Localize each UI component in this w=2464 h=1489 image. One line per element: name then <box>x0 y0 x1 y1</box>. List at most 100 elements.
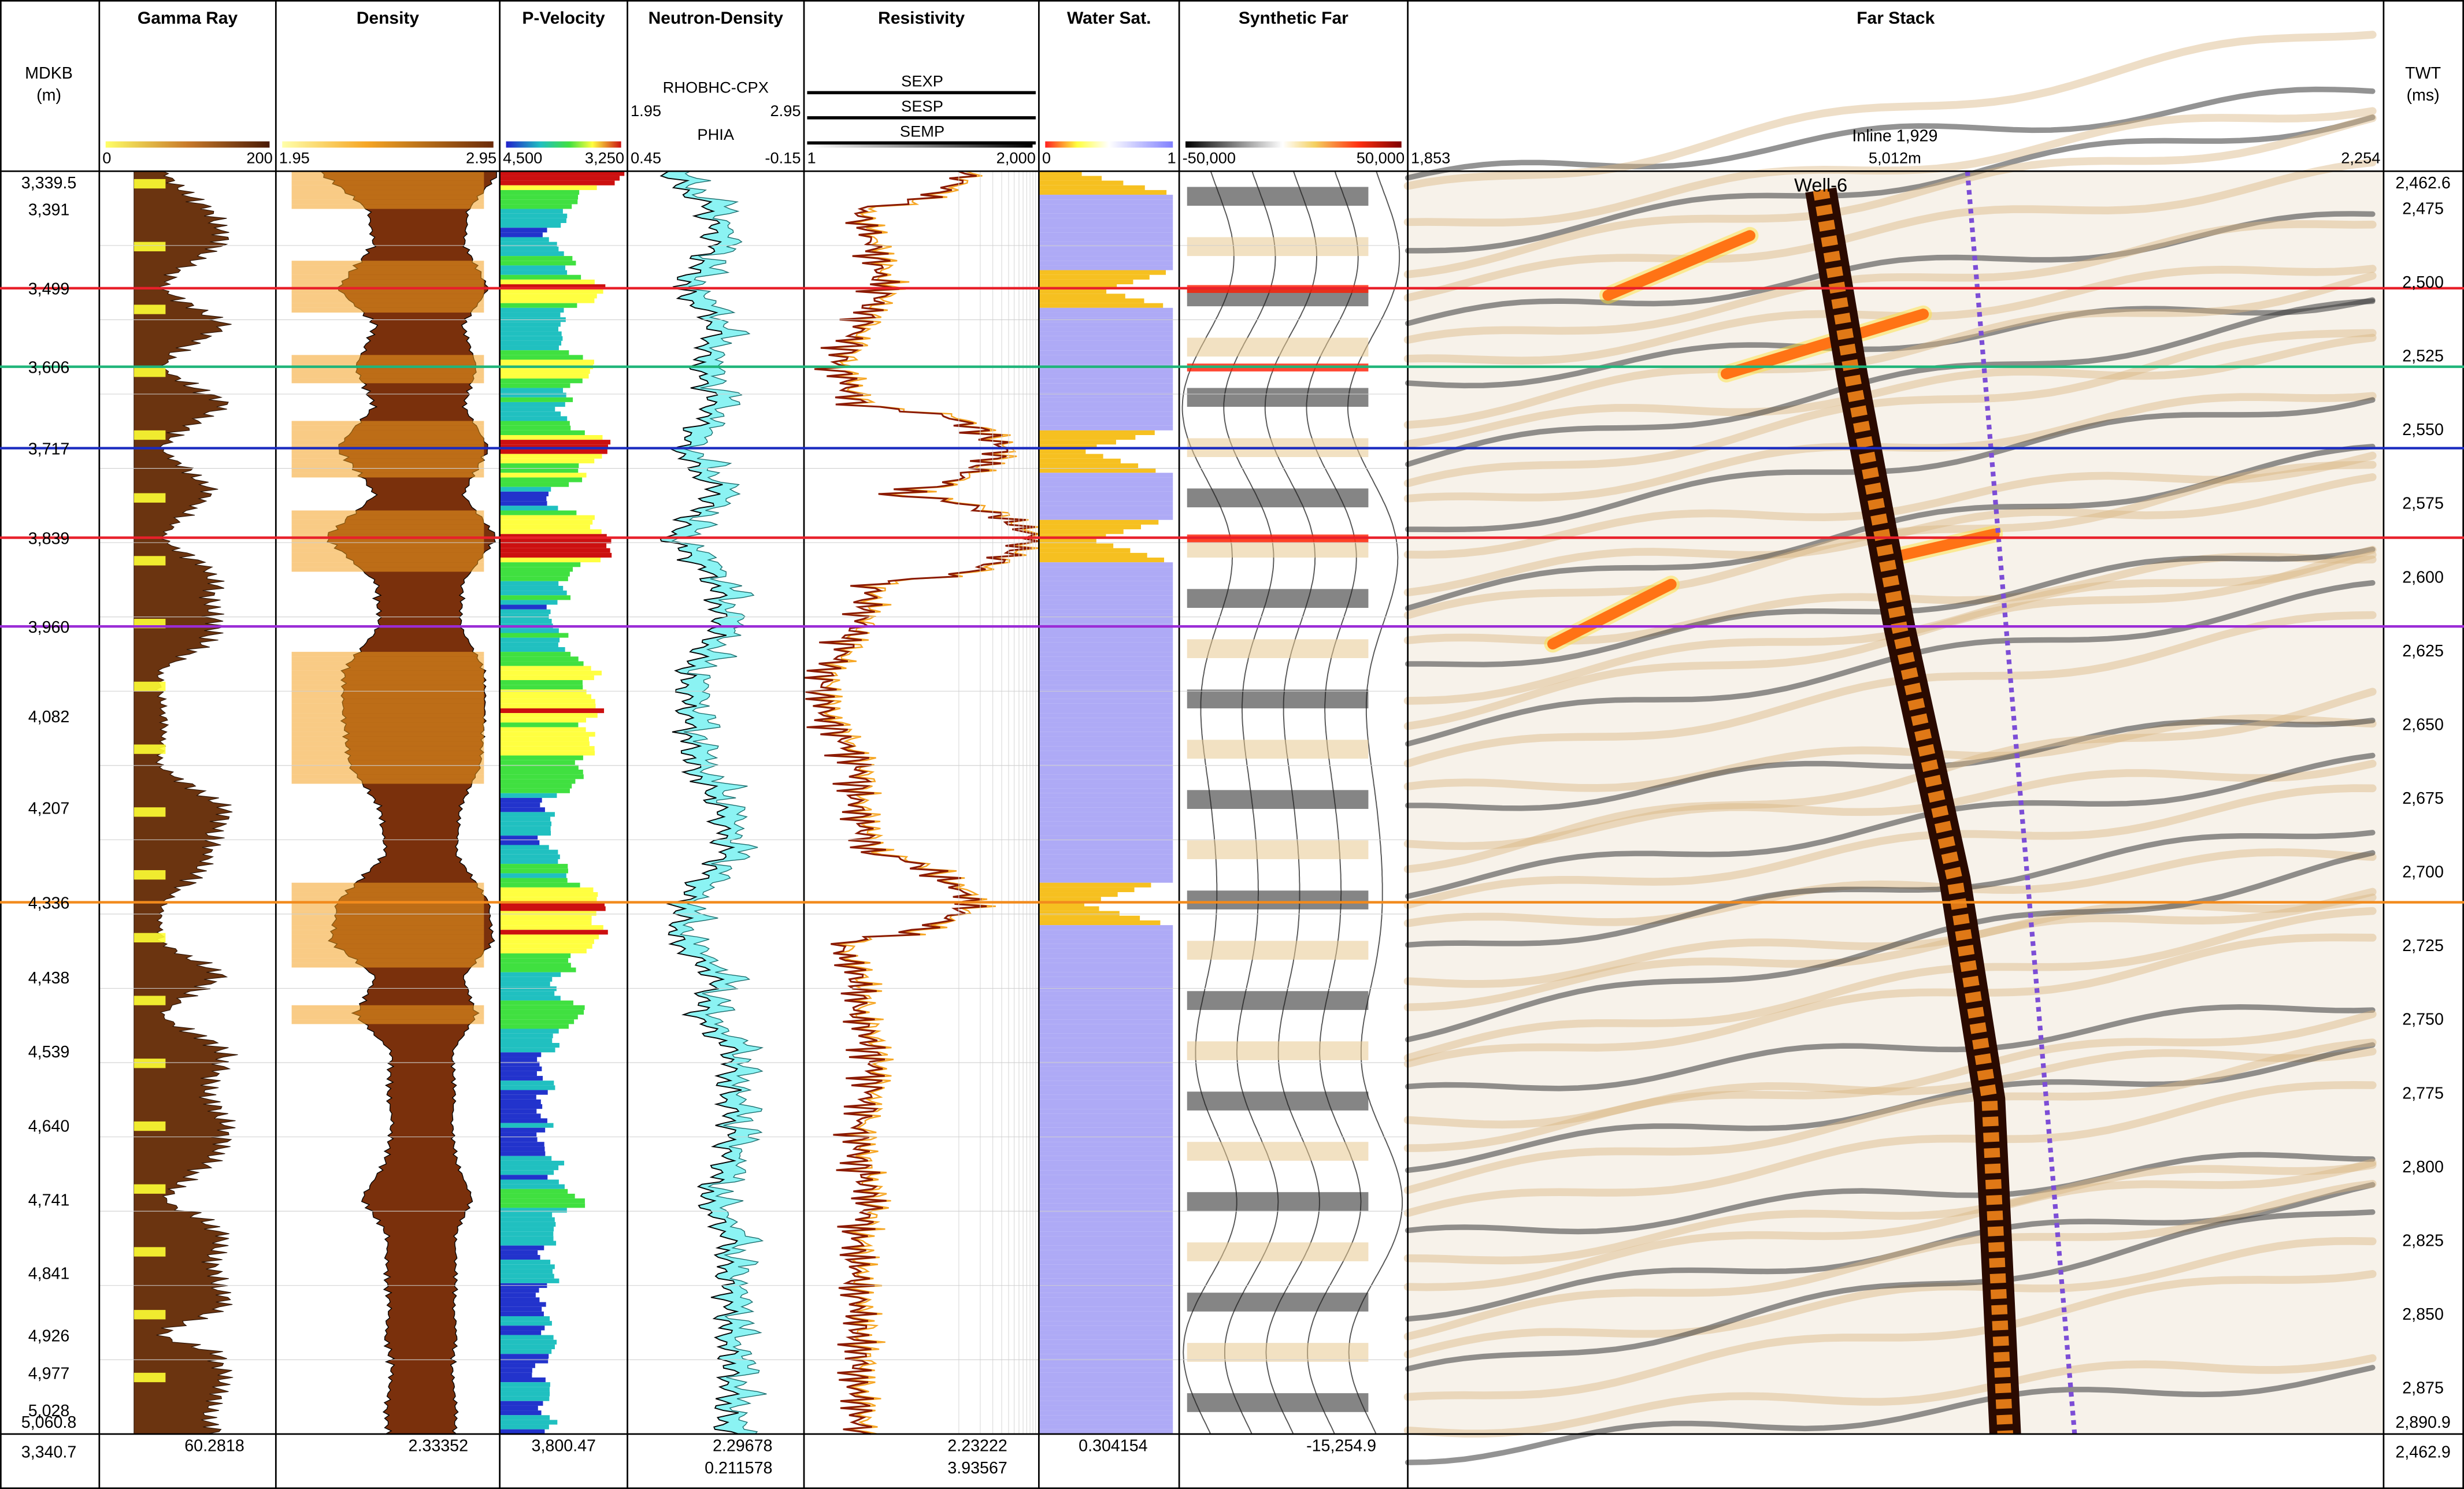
density-light-band <box>291 963 484 968</box>
density-light-band <box>291 204 484 209</box>
p-velocity-band <box>499 1080 554 1086</box>
p-velocity-band <box>499 911 596 916</box>
water-sat-band <box>1039 1061 1173 1067</box>
density-light-band <box>291 529 484 534</box>
p-velocity-band <box>499 1179 559 1184</box>
water-sat-band <box>1039 326 1173 332</box>
seismic-reflector <box>1403 848 2377 927</box>
water-sat-band <box>1039 242 1173 247</box>
water-sat-band <box>1039 718 1173 723</box>
p-velocity-band <box>499 836 538 841</box>
water-sat-band <box>1039 213 1173 218</box>
p-velocity-band <box>499 1354 549 1359</box>
p-velocity-band <box>499 294 597 299</box>
water-sat-band <box>1039 845 1173 850</box>
water-sat-band <box>1039 840 1173 845</box>
water-sat-band <box>1039 421 1173 426</box>
p-velocity-band <box>499 981 550 987</box>
p-velocity-band <box>499 1335 554 1340</box>
water-sat-band <box>1039 237 1173 242</box>
depth-tick-label: 4,841 <box>28 1265 70 1283</box>
p-velocity-band <box>499 1420 558 1425</box>
p-velocity-band <box>499 1363 535 1368</box>
water-sat-band <box>1039 256 1173 261</box>
gamma-clean-sand <box>134 807 166 817</box>
water-sat-band <box>1039 185 1145 190</box>
p-velocity-band <box>499 1132 537 1138</box>
depth-tick-label: 4,741 <box>28 1191 70 1210</box>
p-velocity-band <box>499 392 566 398</box>
p-velocity-band <box>499 864 568 869</box>
water-sat-band <box>1039 1245 1173 1250</box>
seismic-reflector <box>1403 1081 2377 1217</box>
water-sat-band <box>1039 373 1173 379</box>
p-velocity-band <box>499 1151 546 1156</box>
water-sat-band <box>1039 1099 1173 1105</box>
density-light-band <box>291 289 484 294</box>
p-velocity-band <box>499 670 602 675</box>
density-light-band <box>291 699 484 704</box>
p-velocity-band <box>499 581 559 586</box>
water-sat-band <box>1039 1208 1173 1213</box>
p-velocity-band <box>499 685 583 690</box>
p-velocity-band <box>499 915 592 920</box>
synthetic-lobe <box>1187 1041 1369 1060</box>
p-velocity-band <box>499 1344 555 1350</box>
p-velocity-band <box>499 666 591 671</box>
p-velocity-band <box>499 769 583 775</box>
p-velocity-band <box>499 878 568 883</box>
water-sat-band <box>1039 930 1173 935</box>
seismic-reflector <box>1405 718 2376 811</box>
p-velocity-band <box>499 633 569 638</box>
time-tick-label: 2,825 <box>2402 1231 2444 1250</box>
water-sat-band <box>1039 1401 1173 1406</box>
density-light-band <box>291 449 484 454</box>
p-velocity-band <box>499 416 568 421</box>
density-light-band <box>291 567 484 572</box>
water-sat-band <box>1039 821 1173 826</box>
p-velocity-band <box>499 920 592 926</box>
water-sat-band <box>1039 976 1173 982</box>
density-light-band <box>291 774 484 779</box>
p-velocity-band <box>499 519 593 525</box>
water-sat-band <box>1039 228 1173 233</box>
p-velocity-band <box>499 1061 540 1067</box>
p-velocity-band <box>499 948 587 954</box>
water-sat-band <box>1039 996 1173 1001</box>
density-light-band <box>291 731 484 737</box>
p-velocity-band <box>499 463 579 469</box>
p-velocity-band <box>499 571 570 577</box>
density-light-band <box>291 892 484 897</box>
p-velocity-band <box>499 270 568 275</box>
water-sat-band <box>1039 1297 1173 1302</box>
water-sat-band <box>1039 1354 1173 1359</box>
density-light-band <box>291 298 484 303</box>
water-sat-band <box>1039 571 1173 577</box>
water-sat-band <box>1039 1212 1173 1217</box>
p-velocity-band <box>499 279 595 285</box>
p-velocity-band <box>499 642 558 647</box>
water-sat-band <box>1039 831 1173 836</box>
density-light-band <box>291 727 484 732</box>
p-velocity-band <box>499 963 571 968</box>
density-light-band <box>291 543 484 548</box>
synthetic-lobe <box>1187 740 1369 759</box>
time-tick-label: 2,625 <box>2402 642 2444 660</box>
gamma-ray-fill <box>134 170 238 1435</box>
p-velocity-band <box>499 585 564 591</box>
density-light-band <box>291 171 484 176</box>
water-sat-band <box>1039 576 1173 581</box>
water-sat-band <box>1039 887 1135 893</box>
depth-tick-label: 4,926 <box>28 1327 70 1346</box>
p-velocity-band <box>499 223 561 228</box>
p-velocity-band <box>499 425 571 430</box>
density-light-band <box>291 685 484 690</box>
water-sat-band <box>1039 591 1173 596</box>
water-sat-band <box>1039 171 1082 176</box>
seismic-reflector <box>1405 580 2376 747</box>
track-scale-max-den: 2.95 <box>466 149 496 167</box>
time-header: TWT <box>2405 64 2441 83</box>
p-velocity-band <box>499 237 549 242</box>
p-velocity-band <box>499 1099 541 1105</box>
p-velocity-band <box>499 274 581 280</box>
